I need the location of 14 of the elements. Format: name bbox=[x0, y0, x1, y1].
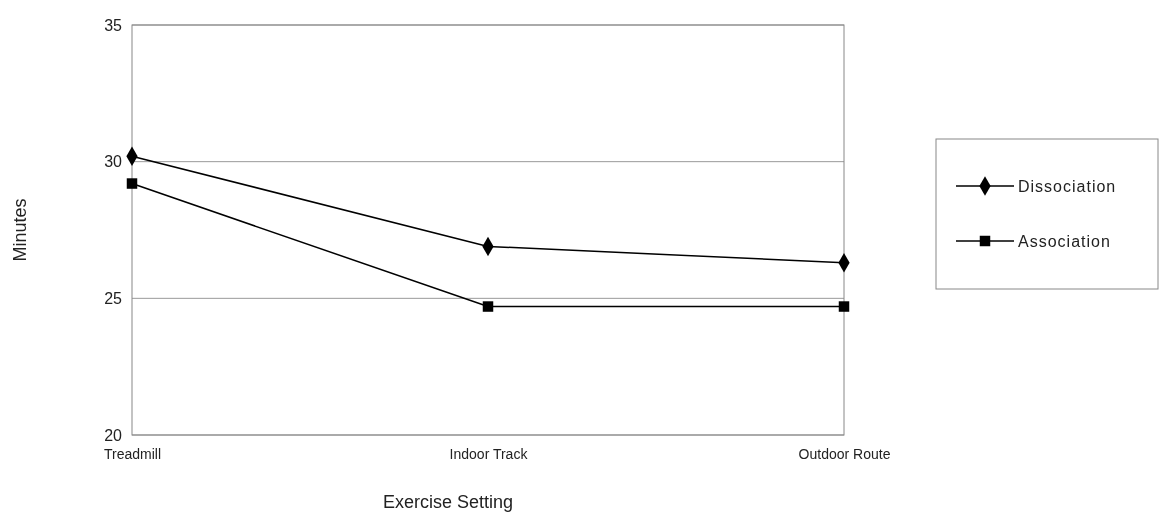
x-tick-label: Treadmill bbox=[103, 445, 162, 462]
y-tick-label: 35 bbox=[104, 16, 123, 34]
x-axis-title: Exercise Setting bbox=[382, 492, 514, 512]
legend-label: Association bbox=[1018, 233, 1111, 250]
legend-label: Dissociation bbox=[1018, 178, 1117, 195]
y-axis-title: Minutes bbox=[10, 198, 30, 262]
y-tick-label: 25 bbox=[104, 289, 123, 307]
point bbox=[126, 178, 138, 189]
x-tick-label: Outdoor Route bbox=[798, 445, 891, 462]
x-tick-label: Indoor Track bbox=[449, 445, 529, 462]
y-tick-label: 30 bbox=[104, 153, 123, 171]
point bbox=[482, 301, 494, 312]
point bbox=[838, 301, 850, 312]
y-tick-label: 20 bbox=[104, 426, 123, 444]
